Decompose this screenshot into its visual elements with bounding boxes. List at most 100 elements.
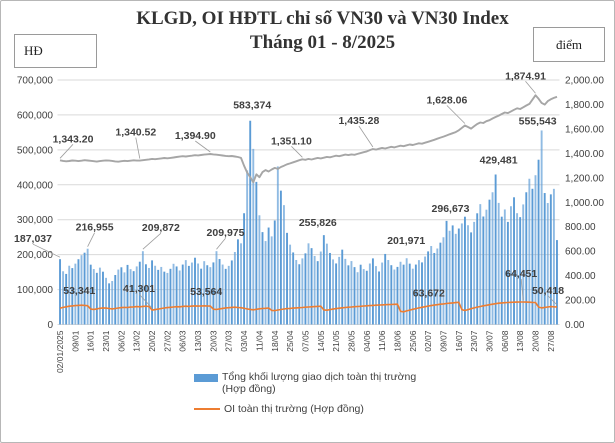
- data-label: 209,975: [207, 227, 245, 239]
- x-axis-tick-label: 09/01: [70, 330, 80, 352]
- left-axis-unit-box: HĐ: [14, 34, 97, 68]
- right-axis-tick-label: 600.00: [565, 247, 596, 258]
- legend-item-oi: OI toàn thị trường (Hợp đồng): [194, 403, 416, 415]
- right-axis-unit-label: điểm: [556, 36, 582, 52]
- x-axis-tick-label: 27/02: [162, 330, 172, 352]
- x-axis-tick-label: 13/02: [132, 330, 142, 352]
- right-axis-unit-box: điểm: [533, 27, 605, 62]
- data-label: 201,971: [387, 235, 425, 247]
- x-axis-tick-label: 02/01/2025: [55, 330, 65, 373]
- data-label: 296,673: [432, 203, 470, 215]
- x-axis-tick-label: 11/04: [254, 330, 264, 351]
- vn30-index-line: [59, 94, 558, 184]
- data-label: 1,628.06: [426, 95, 467, 107]
- data-label: 1,351.10: [271, 135, 312, 147]
- data-label: 41,301: [123, 283, 155, 295]
- right-axis-tick-label: 1,000.00: [565, 198, 604, 209]
- annotation-leader-line: [138, 293, 153, 309]
- legend-volume-label: Tổng khối lượng giao dịch toàn thị trườn…: [222, 371, 417, 396]
- chart-legend: Tổng khối lượng giao dịch toàn thị trườn…: [194, 371, 416, 422]
- data-label: 1,340.52: [115, 127, 156, 139]
- axis-tick-labels: 0 100,000 200,000 300,000 400,000 500,000 600,…: [17, 76, 605, 332]
- x-axis-tick-label: 25/06: [408, 330, 418, 352]
- x-axis-tick-label: 20/08: [531, 330, 541, 352]
- annotation-leader-line: [358, 125, 374, 148]
- data-label: 1,435.28: [338, 115, 379, 127]
- annotation-leader-line: [142, 232, 162, 250]
- data-label: 63,672: [413, 287, 445, 299]
- x-axis-tick-label: 13/03: [193, 330, 203, 352]
- x-axis-tick-label: 20/03: [208, 330, 218, 352]
- data-label: 583,374: [233, 100, 271, 112]
- x-axis-tick-label: 09/07: [439, 330, 449, 352]
- annotation-leader-line: [525, 81, 536, 94]
- x-axis-tick-label: 11/06: [377, 330, 387, 351]
- right-axis-tick-label: 0.00: [565, 320, 585, 331]
- data-label: 429,481: [480, 155, 518, 167]
- legend-item-volume: Tổng khối lượng giao dịch toàn thị trườn…: [194, 371, 416, 396]
- annotation-leader-line: [87, 232, 95, 247]
- data-label: 53,564: [190, 286, 222, 298]
- x-axis-tick-label: 23/07: [469, 330, 479, 352]
- x-axis-tick-label: 18/06: [393, 330, 403, 352]
- gridlines: [57, 79, 560, 325]
- right-axis-tick-label: 1,600.00: [565, 124, 604, 135]
- x-axis-tick-label: 06/08: [500, 330, 510, 352]
- left-axis-tick-label: 500,000: [17, 145, 54, 156]
- volume-bars: [59, 120, 558, 325]
- x-axis-tick-labels: 02/01/2025 09/01 16/01 23/01 06/02 13/02 20/02…: [55, 330, 556, 373]
- x-axis-tick-label: 18/04: [270, 330, 280, 352]
- x-axis-tick-label: 25/04: [285, 330, 295, 352]
- left-axis-unit-label: HĐ: [24, 43, 43, 58]
- right-axis-tick-label: 1,800.00: [565, 100, 604, 111]
- x-axis-tick-label: 21/05: [331, 330, 341, 352]
- data-label: 555,543: [519, 116, 557, 128]
- left-axis-tick-label: 700,000: [17, 76, 54, 87]
- data-label: 64,451: [505, 268, 537, 280]
- right-axis-tick-label: 1,400.00: [565, 149, 604, 160]
- annotation-leader-line: [32, 243, 61, 258]
- data-label: 187,037: [14, 233, 52, 245]
- x-axis-tick-label: 28/05: [346, 330, 356, 352]
- data-label: 1,343.20: [53, 133, 94, 145]
- legend-oi-label: OI toàn thị trường (Hợp đồng): [224, 402, 364, 415]
- annotation-leader-line: [291, 146, 303, 158]
- right-axis-tick-label: 800.00: [565, 222, 596, 233]
- x-axis-tick-label: 16/07: [454, 330, 464, 352]
- annotation-leader-line: [216, 237, 226, 250]
- annotation-leader-line: [59, 144, 74, 159]
- chart-title: KLGD, OI HĐTL chỉ số VN30 và VN30 Index …: [41, 7, 604, 56]
- chart-title-line1: KLGD, OI HĐTL chỉ số VN30 và VN30 Index: [136, 8, 509, 29]
- x-axis-tick-label: 03/04: [239, 330, 249, 352]
- left-axis-tick-label: 0: [47, 320, 53, 331]
- annotation-leader-line: [446, 105, 466, 124]
- oi-line-swatch-icon: [194, 407, 220, 410]
- x-axis-tick-label: 06/03: [178, 330, 188, 352]
- data-label: 1,394.90: [175, 130, 216, 142]
- chart-title-line2: Tháng 01 - 8/2025: [249, 32, 396, 54]
- data-label: 50,418: [532, 285, 564, 297]
- right-axis-tick-label: 400.00: [565, 271, 596, 282]
- right-axis-tick-label: 2,000.00: [565, 76, 604, 87]
- right-axis-tick-label: 200.00: [565, 296, 596, 307]
- oi-line: [59, 301, 558, 313]
- x-axis-tick-label: 23/01: [101, 330, 111, 352]
- x-axis-tick-label: 13/08: [515, 330, 525, 352]
- volume-bar-swatch-icon: [194, 374, 218, 382]
- x-axis-tick-label: 07/05: [300, 330, 310, 352]
- x-axis-tick-label: 06/02: [116, 330, 126, 352]
- left-axis-tick-label: 100,000: [17, 285, 54, 296]
- data-label: 255,826: [299, 217, 337, 229]
- data-label: 1,874.91: [505, 70, 546, 82]
- annotation-leader-line: [195, 140, 211, 153]
- x-axis-tick-label: 20/02: [147, 330, 157, 352]
- x-axis-tick-label: 04/06: [362, 330, 372, 352]
- left-axis-tick-label: 400,000: [17, 180, 54, 191]
- left-axis-tick-label: 300,000: [17, 215, 54, 226]
- annotation-leader-line: [135, 137, 141, 159]
- left-axis-tick-label: 600,000: [17, 110, 54, 121]
- data-label-annotations: 187,037 216,955 209,872 209,975 583,374 255,8…: [14, 70, 564, 309]
- right-axis-tick-label: 1,200.00: [565, 173, 604, 184]
